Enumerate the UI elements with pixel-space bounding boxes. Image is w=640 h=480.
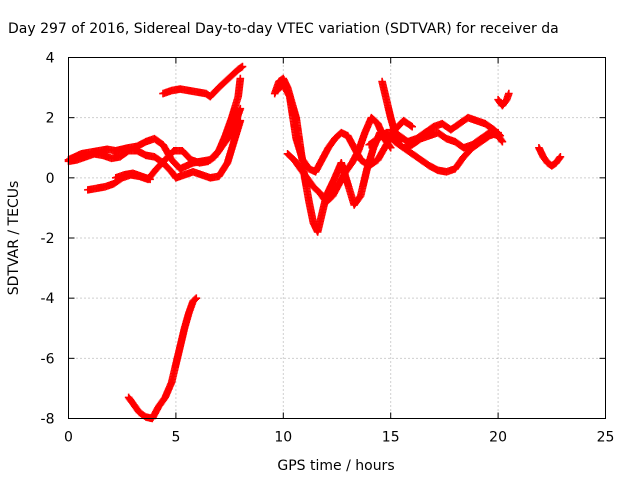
x-tick-label: 0 <box>64 430 73 446</box>
y-tick-label: -2 <box>41 231 55 247</box>
y-tick-label: -6 <box>41 351 55 367</box>
series-4 <box>159 62 247 101</box>
data-point <box>494 128 502 137</box>
series-8 <box>283 113 389 206</box>
y-tick-label: -4 <box>41 291 55 307</box>
data-point <box>236 74 245 83</box>
y-axis-label: SDTVAR / TECUs <box>6 181 22 296</box>
y-tick-label: 0 <box>46 171 55 187</box>
data-point <box>395 137 404 146</box>
x-axis-label: GPS time / hours <box>277 458 394 474</box>
data-point <box>146 175 154 184</box>
series-13 <box>494 89 513 110</box>
series-12 <box>378 77 404 146</box>
x-tick-label: 15 <box>382 430 400 446</box>
series-3 <box>111 169 154 184</box>
data-point <box>505 89 513 98</box>
x-tick-label: 10 <box>274 430 292 446</box>
axis-ticks: 0 5 10 15 20 25 -8 -6 -4 -2 0 2 4 <box>41 51 615 446</box>
data-layer <box>64 62 565 423</box>
data-point <box>236 104 245 113</box>
y-tick-label: -8 <box>41 412 55 428</box>
data-point <box>556 152 565 161</box>
data-point <box>192 294 201 302</box>
data-point <box>191 295 200 303</box>
y-tick-label: 2 <box>46 111 55 127</box>
chart-title: Day 297 of 2016, Sidereal Day-to-day VTE… <box>8 21 559 37</box>
series-11 <box>399 128 502 176</box>
data-point <box>238 62 247 71</box>
x-tick-label: 20 <box>489 430 507 446</box>
series-14 <box>535 143 565 170</box>
data-point <box>498 137 507 146</box>
x-tick-label: 25 <box>597 430 615 446</box>
y-tick-label: 4 <box>46 51 55 67</box>
x-tick-label: 5 <box>171 430 180 446</box>
data-point <box>408 122 416 131</box>
series-5 <box>124 294 201 423</box>
data-point <box>386 143 395 152</box>
grid-lines <box>68 57 606 419</box>
